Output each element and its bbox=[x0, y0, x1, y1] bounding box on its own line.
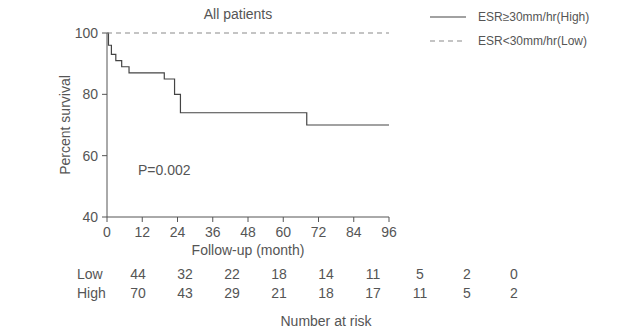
title: All patients bbox=[204, 6, 272, 22]
survival-line bbox=[107, 32, 389, 33]
risk-value: 70 bbox=[130, 285, 146, 301]
risk-value: 11 bbox=[413, 285, 428, 301]
risk-value: 11 bbox=[366, 266, 381, 282]
risk-value: 17 bbox=[365, 285, 381, 301]
risk-value: 5 bbox=[463, 285, 471, 301]
chart-container: All patients 40 60 80 100 0 12 24 36 48 60 72 84 96 Fo… bbox=[0, 0, 630, 330]
y-axis bbox=[107, 33, 108, 217]
risk-value: 18 bbox=[318, 285, 334, 301]
risk-value: 5 bbox=[416, 266, 424, 282]
x-tick bbox=[318, 217, 319, 222]
risk-row-label: Low bbox=[77, 266, 104, 282]
risk-value: 29 bbox=[224, 285, 240, 301]
x-tick-label: 12 bbox=[134, 224, 150, 240]
x-tick bbox=[212, 217, 213, 222]
x-tick bbox=[177, 217, 178, 222]
y-tick-label: 40 bbox=[82, 209, 98, 225]
risk-value: 21 bbox=[271, 285, 287, 301]
x-tick-label: 84 bbox=[346, 224, 362, 240]
risk-row-label: High bbox=[77, 285, 106, 301]
risk-value: 18 bbox=[271, 266, 287, 282]
x-tick bbox=[389, 217, 390, 222]
x-tick-label: 0 bbox=[103, 224, 111, 240]
chart-svg: All patients 40 60 80 100 0 12 24 36 48 60 72 84 96 Fo… bbox=[0, 0, 630, 330]
risk-value: 14 bbox=[318, 266, 334, 282]
x-tick-label: 36 bbox=[205, 224, 221, 240]
legend-label: ESR<30mm/hr(Low) bbox=[478, 34, 587, 48]
x-tick-label: 60 bbox=[275, 224, 291, 240]
x-tick bbox=[248, 217, 249, 222]
risk-value: 32 bbox=[177, 266, 193, 282]
risk-value: 2 bbox=[463, 266, 471, 282]
x-tick bbox=[107, 217, 108, 222]
p-value: P=0.002 bbox=[138, 162, 191, 178]
survival-line bbox=[107, 33, 389, 125]
x-axis-label: Follow-up (month) bbox=[192, 242, 305, 258]
x-tick-label: 96 bbox=[381, 224, 397, 240]
x-tick-label: 72 bbox=[311, 224, 327, 240]
y-tick-label: 80 bbox=[82, 86, 98, 102]
y-tick-label: 100 bbox=[75, 25, 99, 41]
x-tick-label: 24 bbox=[170, 224, 186, 240]
risk-table-title: Number at risk bbox=[280, 313, 372, 329]
x-tick bbox=[283, 217, 284, 222]
plot-area bbox=[107, 33, 389, 125]
risk-value: 0 bbox=[510, 266, 518, 282]
legend-swatch bbox=[430, 16, 466, 17]
y-axis-label: Percent survival bbox=[57, 75, 73, 175]
x-tick bbox=[142, 217, 143, 222]
y-tick bbox=[102, 217, 107, 218]
x-tick-label: 48 bbox=[240, 224, 256, 240]
risk-value: 44 bbox=[130, 266, 146, 282]
y-tick-label: 60 bbox=[82, 148, 98, 164]
risk-value: 22 bbox=[224, 266, 240, 282]
y-tick bbox=[102, 94, 107, 95]
y-tick bbox=[102, 33, 107, 34]
y-tick bbox=[102, 155, 107, 156]
risk-value: 43 bbox=[177, 285, 193, 301]
risk-value: 2 bbox=[510, 285, 518, 301]
x-tick bbox=[353, 217, 354, 222]
legend-label: ESR≥30mm/hr(High) bbox=[478, 10, 589, 24]
legend-swatch bbox=[430, 40, 466, 41]
